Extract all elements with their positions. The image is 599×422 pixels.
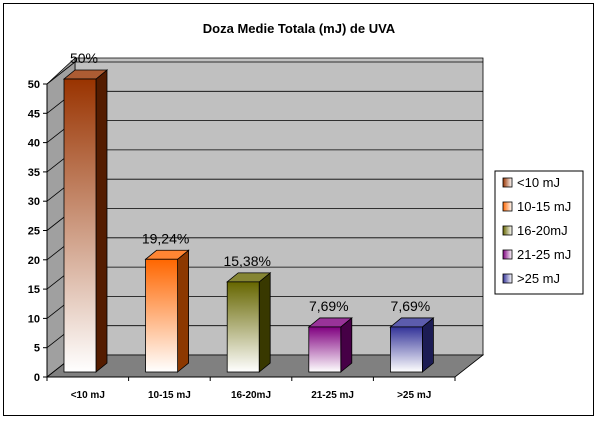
x-tick-label: 21-25 mJ [311, 390, 354, 401]
legend-label: 21-25 mJ [517, 247, 571, 262]
bar-side [177, 249, 190, 373]
y-tick-label: 5 [34, 343, 40, 355]
data-label: 19,24% [142, 230, 189, 246]
x-axis-ticks: <10 mJ 10-15 mJ 16-20mJ 21-25 mJ >25 mJ [46, 377, 456, 401]
y-tick-label: 15 [28, 284, 40, 296]
data-label: 7,69% [309, 298, 349, 314]
legend-swatch [502, 225, 513, 236]
y-tick-label: 10 [28, 313, 40, 325]
bar-side [258, 272, 271, 373]
data-labels: 50% 19,24% 15,38% 7,69% 7,69% [70, 50, 430, 314]
bars [62, 69, 435, 373]
x-tick-label: >25 mJ [397, 390, 431, 401]
bar [63, 78, 97, 373]
x-tick-label: 16-20mJ [231, 390, 271, 401]
legend-swatch [502, 177, 513, 188]
y-tick-label: 35 [28, 167, 40, 179]
legend-label: 10-15 mJ [517, 199, 571, 214]
legend-swatch [502, 249, 513, 260]
y-tick-label: 30 [28, 196, 40, 208]
legend-swatch [502, 201, 513, 212]
data-label: 50% [70, 50, 98, 66]
bar [226, 281, 260, 373]
y-tick-label: 0 [34, 372, 40, 384]
bar-side [95, 69, 108, 373]
bar [308, 326, 342, 373]
legend-label: >25 mJ [517, 271, 560, 286]
y-tick-label: 20 [28, 255, 40, 267]
y-tick-label: 25 [28, 226, 40, 238]
legend-label: 16-20mJ [517, 223, 568, 238]
data-label: 7,69% [391, 298, 431, 314]
gridline-side [46, 61, 76, 85]
legend-swatch [502, 273, 513, 284]
data-label: 15,38% [223, 253, 270, 269]
x-tick-label: <10 mJ [71, 390, 105, 401]
bar [389, 326, 423, 373]
gridlines [46, 61, 483, 349]
y-tick-label: 50 [28, 79, 40, 91]
legend: <10 mJ 10-15 mJ 16-20mJ 21-25 mJ >25 mJ [494, 170, 584, 295]
bar [145, 258, 179, 373]
x-tick-label: 10-15 mJ [148, 390, 191, 401]
y-tick-label: 45 [28, 108, 40, 120]
legend-label: <10 mJ [517, 175, 560, 190]
chart-title: Doza Medie Totala (mJ) de UVA [203, 21, 396, 36]
y-axis-ticks: 0 5 10 15 20 25 30 35 40 45 50 [28, 79, 47, 384]
y-tick-label: 40 [28, 138, 40, 150]
